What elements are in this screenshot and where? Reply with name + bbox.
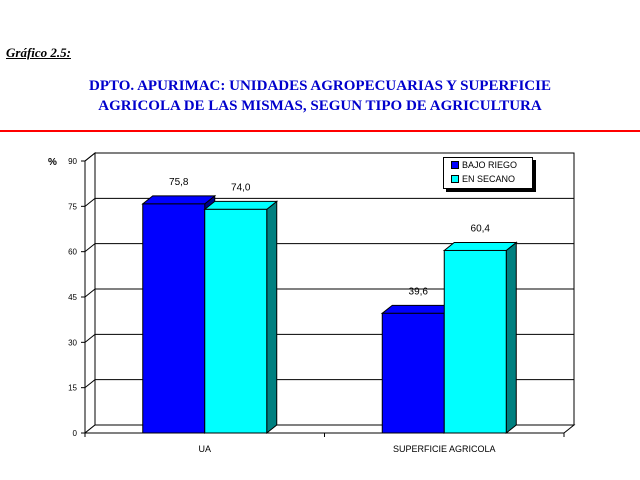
x-category-label: SUPERFICIE AGRICOLA: [393, 444, 496, 454]
chart-legend: BAJO RIEGO EN SECANO: [443, 157, 533, 189]
chart-title-line-2: AGRICOLA DE LAS MISMAS, SEGUN TIPO DE AG…: [98, 98, 542, 114]
bar-bajo-riego: [381, 312, 445, 434]
gridline-side: [84, 333, 96, 343]
y-tick-label: 30: [68, 338, 77, 347]
data-label-bajo-riego: 75,8: [169, 177, 189, 188]
data-label-en-secano: 60,4: [471, 223, 491, 234]
bar-top-en-secano: [442, 241, 518, 251]
figure-label: Gráfico 2.5:: [6, 45, 71, 60]
divider-rule: [0, 130, 640, 132]
bar-side-en-secano: [505, 241, 517, 435]
gridline-side: [84, 288, 96, 298]
bar-en-secano: [443, 249, 507, 434]
y-tick-label: 45: [68, 293, 77, 302]
bar-bajo-riego: [142, 203, 206, 434]
y-tick-label: 75: [68, 202, 77, 211]
gridline-side: [84, 243, 96, 253]
gridline-side: [84, 152, 96, 162]
gridline-side: [84, 197, 96, 207]
legend-item-bajo-riego: BAJO RIEGO: [444, 158, 532, 172]
data-label-en-secano: 74,0: [231, 182, 251, 193]
chart-title: DPTO. APURIMAC: UNIDADES AGROPECUARIAS Y…: [0, 76, 640, 116]
bar-side-en-secano: [266, 200, 278, 435]
legend-label-bajo-riego: BAJO RIEGO: [462, 160, 518, 170]
y-tick-label: 90: [68, 157, 77, 166]
legend-label-en-secano: EN SECANO: [462, 174, 516, 184]
y-tick-label: 15: [68, 384, 77, 393]
bar-en-secano: [204, 208, 268, 434]
y-tick-label: 0: [73, 429, 78, 438]
legend-item-en-secano: EN SECANO: [444, 172, 532, 186]
x-category-label: UA: [198, 444, 211, 454]
legend-swatch-bajo-riego: [451, 161, 459, 169]
y-axis-label: %: [48, 157, 57, 168]
gridline-side: [84, 379, 96, 389]
data-label-bajo-riego: 39,6: [409, 286, 429, 297]
bar-top-en-secano: [203, 200, 279, 210]
legend-swatch-en-secano: [451, 175, 459, 183]
bar-top-bajo-riego: [380, 304, 456, 314]
y-tick-label: 60: [68, 248, 77, 257]
bar-top-bajo-riego: [141, 195, 217, 205]
chart-title-line-1: DPTO. APURIMAC: UNIDADES AGROPECUARIAS Y…: [89, 78, 551, 94]
